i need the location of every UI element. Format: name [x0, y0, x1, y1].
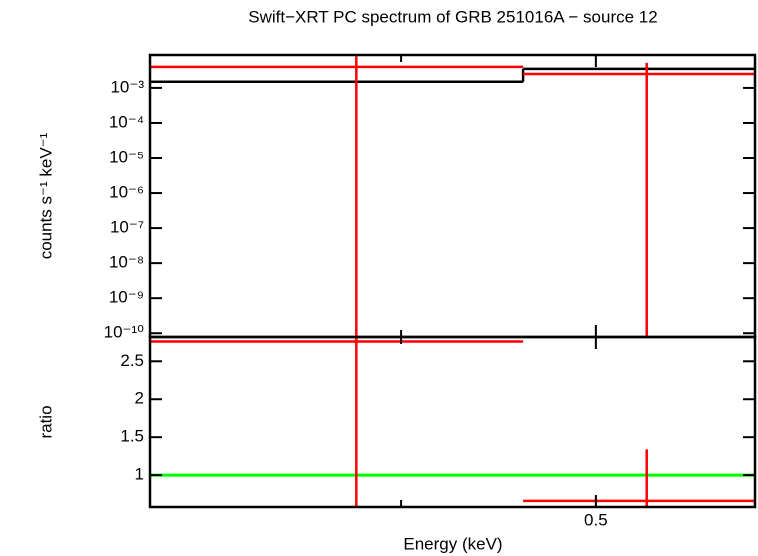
- y-tick-label: 2: [135, 389, 144, 408]
- y-tick-label: 10⁻¹⁰: [104, 323, 145, 342]
- y-tick-label: 10⁻³: [110, 77, 144, 96]
- frame: [148, 53, 757, 339]
- chart-title: Swift−XRT PC spectrum of GRB 251016A − s…: [248, 7, 657, 26]
- x-axis-label: Energy (keV): [403, 534, 502, 553]
- y-axis-label: ratio: [36, 405, 55, 438]
- y-tick-label: 1: [135, 465, 144, 484]
- y-tick-label: 1.5: [120, 427, 144, 446]
- y-tick-label: 10⁻⁷: [110, 218, 144, 237]
- y-tick-label: 10⁻⁵: [109, 147, 144, 166]
- y-tick-label: 10⁻⁴: [109, 112, 144, 131]
- y-tick-label: 10⁻⁶: [109, 183, 144, 202]
- x-tick-label: 0.5: [584, 510, 608, 529]
- y-axis-label: counts s⁻¹ keV⁻¹: [36, 132, 55, 259]
- y-tick-label: 10⁻⁹: [109, 288, 144, 307]
- plot-area: [150, 337, 755, 507]
- y-tick-label: 10⁻⁸: [109, 253, 144, 272]
- plot-area: [150, 56, 755, 337]
- y-tick-label: 2.5: [120, 351, 144, 370]
- frame: [148, 335, 757, 509]
